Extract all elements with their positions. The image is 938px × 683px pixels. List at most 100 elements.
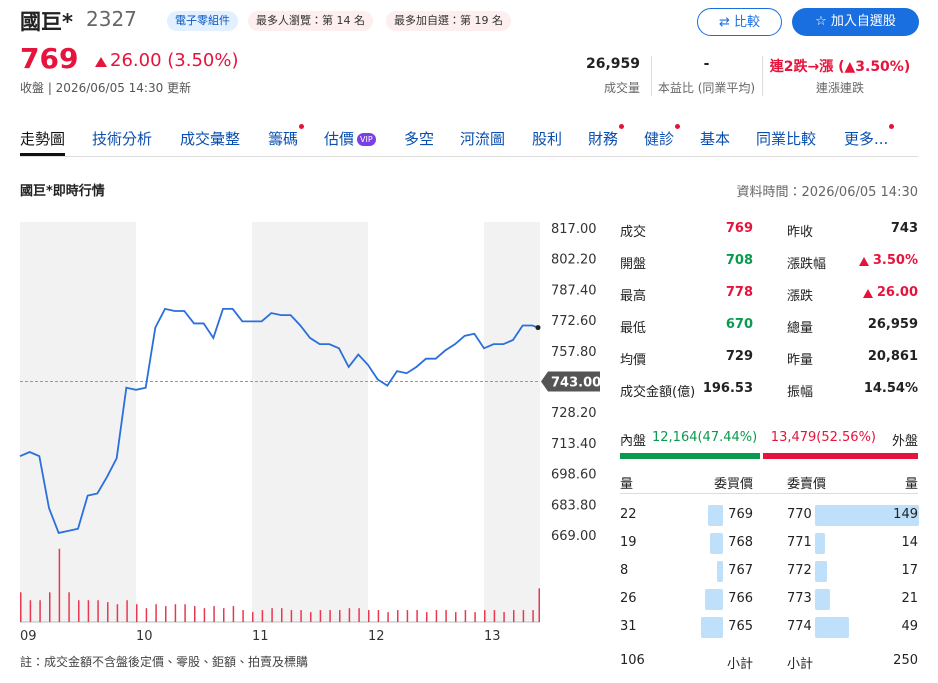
bid-bar: [717, 561, 723, 582]
tab[interactable]: 成交彙整: [180, 128, 240, 149]
up-arrow: [859, 257, 869, 266]
note: 註：成交金額不含盤後定價、零股、鉅額、拍賣及標購: [20, 655, 309, 669]
change-value: 26.00: [110, 50, 162, 71]
volume-bar: [68, 592, 70, 622]
notice-dot: [299, 124, 305, 129]
bid-price: 766: [728, 591, 753, 606]
ask-qty: 17: [901, 563, 918, 578]
up-arrow: [95, 57, 107, 67]
stat-value: 769: [725, 221, 753, 236]
volume-bar: [300, 610, 302, 622]
tab-label: 健診: [644, 130, 675, 148]
change-pct: (3.50%): [167, 50, 239, 71]
ask-qty: 21: [901, 591, 918, 606]
separator: [762, 56, 763, 96]
badge: VIP: [357, 133, 376, 146]
volume-bar: [329, 610, 331, 622]
bid-qty: 22: [620, 507, 637, 522]
tab[interactable]: 多空: [404, 128, 434, 149]
tab-label: 籌碼: [268, 130, 299, 148]
section-title: 國巨*即時行情: [20, 184, 105, 199]
bid-price: 765: [728, 619, 753, 634]
stat-value: 連2跌→漲 (▲3.50%): [769, 59, 911, 75]
bid-bar: [704, 589, 723, 610]
volume-bar: [145, 608, 148, 622]
add-watchlist-button[interactable]: ☆ 加入自選股: [792, 8, 919, 36]
tab-label: 技術分析: [92, 130, 153, 148]
stat-label: 開盤: [620, 257, 647, 272]
tab[interactable]: 估價 VIP: [324, 128, 376, 149]
compare-button[interactable]: ⇄ 比較: [697, 8, 782, 36]
stat-label: 總量: [787, 321, 814, 336]
ask-bar: [815, 561, 827, 582]
tab-label: 同業比較: [756, 130, 817, 148]
stat-label: 最高: [620, 289, 647, 304]
stat-value: 743: [890, 221, 918, 236]
tab[interactable]: 籌碼: [268, 124, 305, 149]
volume-bar: [387, 612, 389, 622]
price-line: [19, 307, 539, 534]
volume-bar: [455, 612, 457, 622]
stat-value: 14.54%: [863, 381, 918, 396]
stat-label: 本益比 (同業平均): [657, 81, 756, 95]
volume-bar: [310, 612, 312, 622]
ask-bar: [815, 589, 830, 610]
stat-label: 漲跌幅: [787, 257, 827, 272]
y-tick-label: 669.00: [551, 529, 597, 544]
tag: 最多人瀏覽：第 14 名: [248, 11, 373, 31]
stat-value: 26,959: [867, 317, 918, 332]
notice-dot: [619, 124, 625, 129]
bid-qty: 19: [620, 535, 637, 550]
session-band: [484, 222, 540, 622]
tab[interactable]: 股利: [532, 128, 562, 149]
ask-bar: [815, 533, 825, 554]
y-tick-label: 787.40: [551, 283, 597, 298]
tab-label: 估價: [324, 130, 355, 148]
volume-bar: [165, 606, 167, 622]
x-tick-label: 09: [20, 629, 37, 644]
tab[interactable]: 基本: [700, 128, 730, 149]
x-tick-label: 12: [368, 629, 385, 644]
tab-label: 更多...: [844, 130, 889, 148]
last-point: [535, 325, 541, 331]
ask-qty: 149: [893, 507, 918, 522]
bid-price: 769: [728, 507, 753, 522]
tag: 最多加自選：第 19 名: [386, 11, 511, 31]
tab[interactable]: 河流圖: [460, 128, 505, 149]
tab[interactable]: 更多...: [844, 124, 895, 149]
bid-qty: 26: [620, 591, 637, 606]
tab[interactable]: 技術分析: [92, 128, 152, 149]
volume-bar: [522, 610, 525, 622]
stat-label: 成交: [620, 225, 647, 240]
volume-bar: [377, 610, 380, 622]
stat-label: 振幅: [787, 385, 814, 400]
volume-bar: [513, 610, 515, 622]
tab[interactable]: 同業比較: [756, 128, 816, 149]
y-tick-label: 713.40: [551, 437, 597, 452]
inner-label: 內盤: [620, 434, 647, 449]
y-tick-label: 802.20: [551, 253, 597, 268]
tab[interactable]: 走勢圖: [20, 128, 65, 149]
notice-dot: [675, 124, 681, 129]
volume-bar: [252, 612, 254, 622]
tag[interactable]: 電子零組件: [167, 11, 238, 31]
volume-bar: [319, 610, 322, 622]
volume-bar: [87, 600, 90, 622]
volume-bar: [493, 610, 496, 622]
tab[interactable]: 財務: [588, 124, 625, 149]
subtotal-label: 小計: [787, 657, 814, 672]
volume-bar: [464, 610, 467, 622]
volume-bar: [194, 606, 196, 622]
volume-bar: [39, 600, 41, 622]
tab[interactable]: 健診: [644, 124, 681, 149]
stat-value: 670: [725, 317, 753, 332]
tab-label: 河流圖: [460, 130, 506, 148]
bid-qty: 31: [620, 619, 637, 634]
active-underline: [20, 153, 65, 156]
volume-bar: [426, 612, 428, 622]
volume-bar: [136, 604, 138, 622]
stat-value: 729: [725, 349, 753, 364]
ask-price: 773: [787, 591, 812, 606]
volume-bar: [174, 604, 177, 622]
